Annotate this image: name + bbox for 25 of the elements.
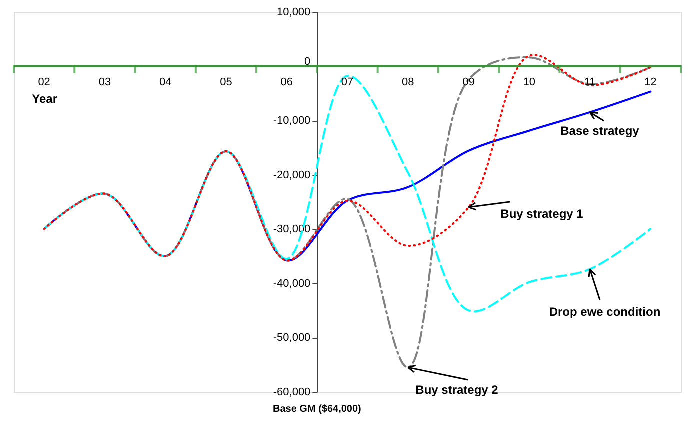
y-tick-label: -40,000 [273, 278, 311, 290]
y-tick-label: -20,000 [273, 169, 311, 182]
text: Base GM ($64,000) [272, 404, 362, 415]
x-tick-label: 10 [523, 76, 536, 88]
x-tick-label: 07 [341, 76, 354, 88]
annotation: Drop ewe condition [549, 305, 661, 319]
x-tick-label: 08 [402, 76, 414, 88]
y-tick-label: -50,000 [273, 332, 311, 344]
y-tick-label: 0 [304, 56, 311, 68]
annotation: Base strategy [560, 124, 640, 138]
annotation: Buy strategy 1 [500, 207, 584, 221]
x-tick-label: 05 [220, 76, 232, 88]
x-tick-label: 03 [98, 76, 112, 88]
y-tick-label: 10,000 [277, 6, 311, 18]
x-tick-label: 02 [38, 76, 50, 88]
x-tick-label: 09 [462, 76, 475, 88]
annotation: Buy strategy 2 [416, 383, 499, 397]
y-tick-label: -30,000 [273, 224, 311, 236]
y-tick-label: -60,000 [273, 386, 311, 398]
x-axis-title: Year [32, 92, 58, 106]
x-tick-label: 06 [280, 76, 293, 88]
x-tick-label: 04 [159, 76, 172, 88]
y-tick-label: -10,000 [273, 115, 311, 128]
x-tick-label: 12 [644, 76, 657, 88]
x-tick-label: 11 [584, 76, 596, 88]
